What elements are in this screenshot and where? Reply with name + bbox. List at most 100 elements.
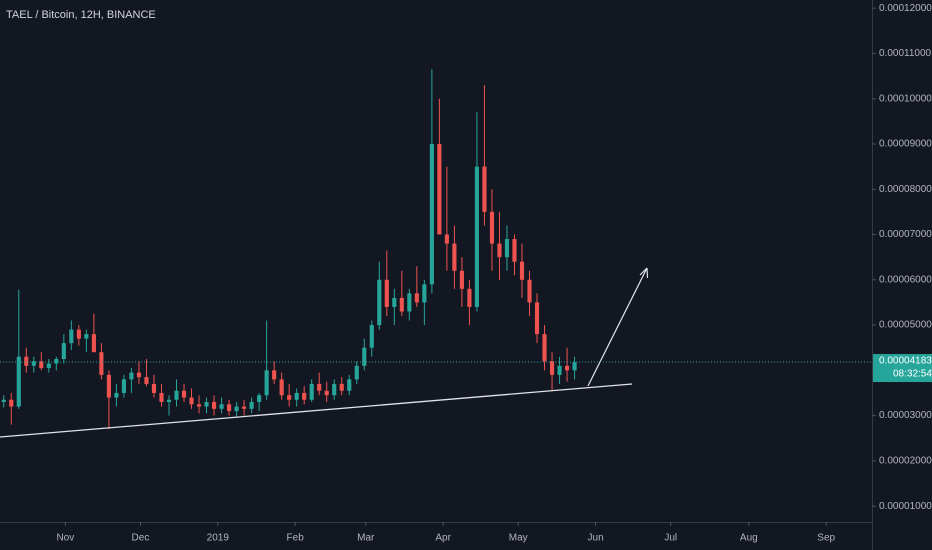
candle-body — [519, 261, 525, 280]
candle-body — [24, 356, 29, 366]
y-tick-label: 0.00007000 — [879, 229, 932, 240]
candle-body — [204, 402, 209, 407]
x-tick-label: Jun — [588, 533, 604, 544]
arrow-line — [587, 267, 648, 387]
y-tick-label: 0.00002000 — [879, 456, 932, 467]
candle-body — [302, 392, 307, 400]
candle-body — [542, 334, 547, 362]
candle-body — [399, 297, 404, 312]
candle-body — [16, 356, 21, 407]
candle-body — [9, 399, 14, 407]
candle-body — [474, 166, 479, 307]
candle-body — [39, 361, 44, 369]
y-tick-label: 0.00001000 — [879, 501, 932, 512]
candle-body — [294, 392, 299, 400]
candle-body — [272, 370, 277, 380]
candle-body — [324, 390, 329, 396]
candle-body — [422, 284, 427, 303]
candle-body — [437, 143, 442, 235]
x-tick-label: Mar — [357, 533, 375, 544]
y-tick-label: 0.00008000 — [879, 184, 932, 195]
y-tick-label: 0.00005000 — [879, 320, 932, 331]
candle-body — [196, 404, 202, 407]
candle-body — [452, 243, 457, 271]
y-tick-label: 0.00012000 — [879, 3, 932, 14]
plot-area — [1, 69, 577, 430]
candle-body — [174, 390, 179, 400]
candle-body — [181, 390, 187, 398]
candle-body — [136, 372, 142, 378]
y-tick-label: 0.00010000 — [879, 93, 932, 104]
candle-body — [489, 211, 495, 244]
candle-body — [46, 363, 51, 369]
candle-body — [1, 399, 6, 403]
candle-body — [287, 395, 292, 400]
candle-body — [482, 166, 487, 212]
candle-body — [114, 392, 119, 398]
candle-body — [129, 372, 134, 380]
candle-body — [362, 347, 367, 366]
x-tick-label: Aug — [740, 533, 758, 544]
candle-body — [151, 383, 157, 393]
candle-body — [264, 370, 269, 396]
candle-body — [61, 343, 66, 360]
x-tick-label: Jul — [664, 533, 677, 544]
chart-title: TAEL / Bitcoin, 12H, BINANCE — [6, 9, 156, 21]
candle-body — [279, 379, 284, 396]
candle-body — [354, 365, 359, 380]
candle-body — [121, 379, 126, 393]
countdown-label: 08:32:54 — [893, 369, 932, 380]
candle-body — [407, 293, 412, 312]
x-tick-label: Apr — [435, 533, 451, 544]
candle-body — [84, 334, 89, 339]
candle-body — [159, 392, 164, 403]
last-price-box — [873, 354, 932, 383]
x-tick-label: Dec — [132, 533, 150, 544]
candle-body — [257, 395, 262, 403]
x-tick-label: 2019 — [207, 533, 230, 544]
candle-body — [242, 406, 247, 409]
candle-body — [227, 404, 232, 412]
candle-body — [347, 379, 352, 391]
candle-body — [211, 402, 217, 409]
candle-body — [504, 239, 510, 258]
candle-body — [497, 243, 502, 258]
x-tick-label: Sep — [817, 533, 835, 544]
x-tick-label: Nov — [56, 533, 74, 544]
x-tick-label: May — [509, 533, 528, 544]
candle-body — [166, 399, 172, 403]
candle-body — [54, 359, 59, 364]
candle-body — [91, 334, 96, 353]
candle-body — [369, 325, 374, 348]
candle-body — [549, 361, 555, 375]
candle-body — [106, 374, 111, 398]
candle-body — [444, 234, 449, 244]
arrow-head — [639, 267, 649, 279]
candle-body — [414, 293, 419, 303]
y-tick-label: 0.00011000 — [879, 48, 932, 59]
candle-body — [467, 288, 472, 307]
candle-body — [429, 143, 434, 285]
candle-body — [69, 329, 74, 344]
candle-body — [76, 329, 81, 339]
x-tick-label: Feb — [287, 533, 305, 544]
candle-body — [189, 397, 194, 405]
candle-body — [339, 383, 344, 391]
candle-body — [309, 383, 314, 400]
candle-body — [557, 365, 562, 375]
candle-body — [219, 404, 224, 409]
candle-body — [512, 239, 517, 262]
candle-body — [459, 270, 464, 289]
candle-body — [564, 365, 570, 371]
candle-body — [377, 279, 382, 326]
candle-body — [392, 297, 397, 307]
candle-body — [249, 402, 254, 409]
trend-line — [0, 383, 633, 438]
candle-body — [332, 383, 337, 396]
candle-body — [144, 377, 149, 384]
y-tick-label: 0.00006000 — [879, 274, 932, 285]
candle-body — [572, 362, 577, 371]
candle-body — [534, 302, 540, 335]
